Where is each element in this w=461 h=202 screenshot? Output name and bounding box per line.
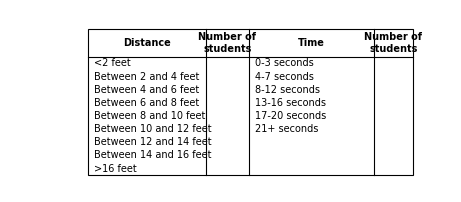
Text: 21+ seconds: 21+ seconds bbox=[255, 124, 319, 134]
Text: Between 4 and 6 feet: Between 4 and 6 feet bbox=[95, 85, 200, 95]
Text: Between 14 and 16 feet: Between 14 and 16 feet bbox=[95, 150, 212, 160]
Text: Number of
students: Number of students bbox=[365, 32, 422, 54]
Text: >16 feet: >16 feet bbox=[95, 164, 137, 174]
Text: Between 12 and 14 feet: Between 12 and 14 feet bbox=[95, 137, 212, 147]
Text: 4-7 seconds: 4-7 seconds bbox=[255, 72, 314, 82]
Text: Distance: Distance bbox=[123, 38, 171, 48]
Text: Between 2 and 4 feet: Between 2 and 4 feet bbox=[95, 72, 200, 82]
Text: 17-20 seconds: 17-20 seconds bbox=[255, 111, 326, 121]
Text: Between 10 and 12 feet: Between 10 and 12 feet bbox=[95, 124, 212, 134]
Text: 0-3 seconds: 0-3 seconds bbox=[255, 58, 314, 68]
Text: Number of
students: Number of students bbox=[198, 32, 256, 54]
Text: Time: Time bbox=[298, 38, 325, 48]
Text: <2 feet: <2 feet bbox=[95, 58, 131, 68]
Text: Between 8 and 10 feet: Between 8 and 10 feet bbox=[95, 111, 206, 121]
Text: Between 6 and 8 feet: Between 6 and 8 feet bbox=[95, 98, 200, 108]
Text: 13-16 seconds: 13-16 seconds bbox=[255, 98, 326, 108]
Text: 8-12 seconds: 8-12 seconds bbox=[255, 85, 320, 95]
